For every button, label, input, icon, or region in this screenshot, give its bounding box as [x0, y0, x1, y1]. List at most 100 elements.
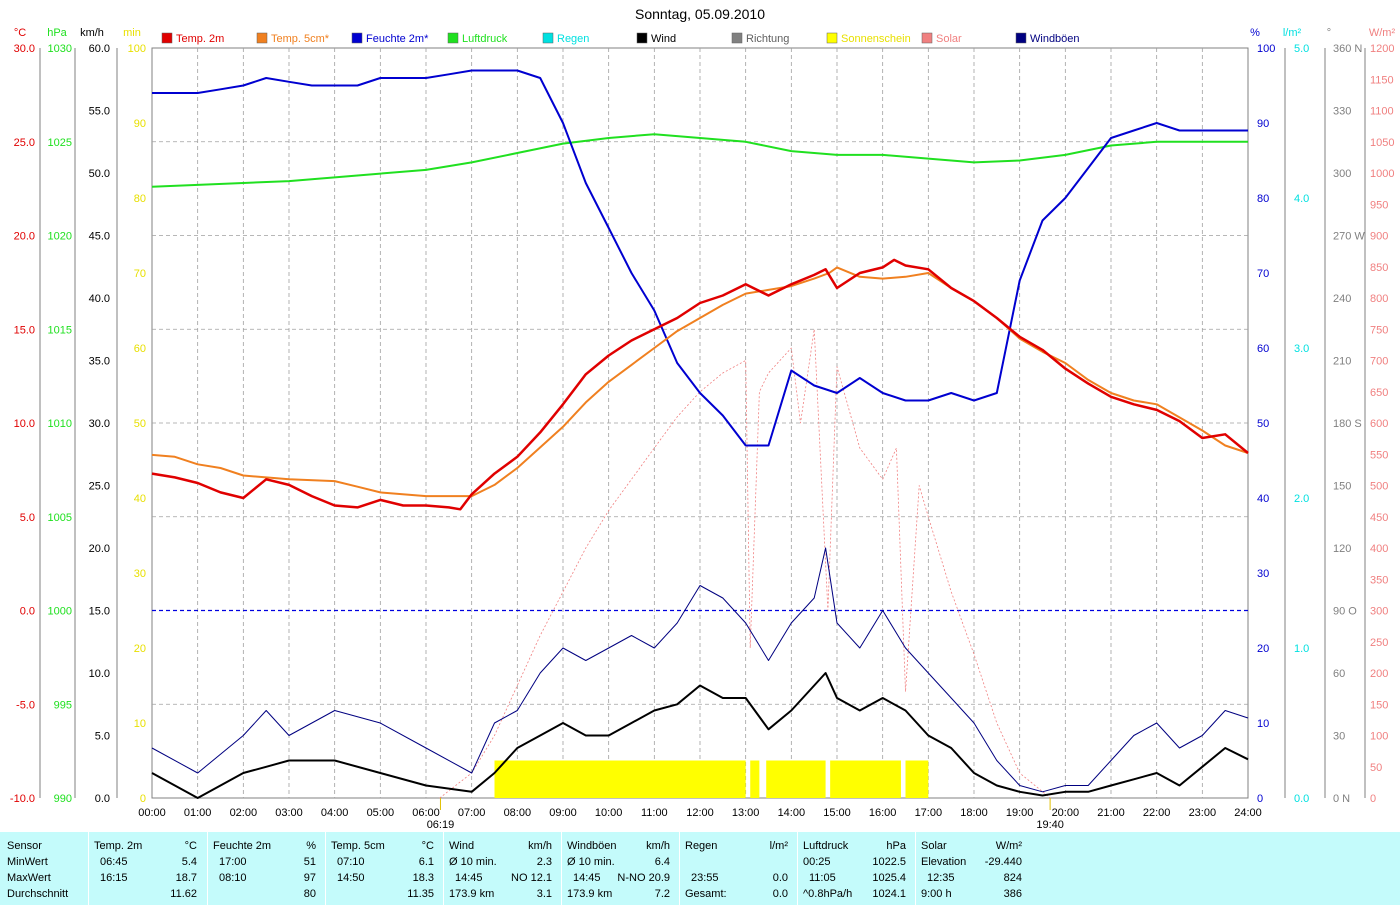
- stats-time: 16:15: [100, 872, 128, 884]
- y-tick-label: 70: [134, 268, 146, 280]
- stats-column: [88, 832, 204, 905]
- legend-label-gusts: Windböen: [1030, 33, 1080, 45]
- series: [151, 69, 1249, 799]
- x-tick-label: 04:00: [321, 807, 349, 819]
- legend-swatch-rain: [542, 32, 554, 44]
- stats-label: 14:45: [455, 872, 483, 884]
- x-tick-label: 15:00: [823, 807, 851, 819]
- legend-swatch-temp5cm: [256, 32, 268, 44]
- y-tick-label: 1010: [48, 418, 72, 430]
- series-temp2m: [151, 258, 1249, 511]
- y-tick-label: 1050: [1370, 137, 1394, 149]
- axis-unit: %: [1250, 27, 1260, 39]
- legend-swatch-pressure: [447, 32, 459, 44]
- legend-swatch-solar: [921, 32, 933, 44]
- y-tick-label: 990: [54, 793, 72, 805]
- legend: Temp. 2m Temp. 5cm* Feuchte 2m* Luftdruck Re…: [161, 32, 1080, 45]
- x-tick-label: 12:00: [686, 807, 714, 819]
- y-tick-label: 500: [1370, 481, 1388, 493]
- y-tick-label: 650: [1370, 387, 1388, 399]
- y-tick-label: 750: [1370, 324, 1388, 336]
- stats-value: 386: [1003, 888, 1022, 900]
- y-tick-label: 270 W: [1333, 231, 1365, 243]
- y-tick-label: 80: [1257, 193, 1269, 205]
- y-tick-label: 950: [1370, 199, 1388, 211]
- legend-swatch-humidity: [351, 32, 363, 44]
- stats-label: 173.9 km: [449, 888, 495, 900]
- y-tick-label: 20: [1257, 643, 1269, 655]
- x-tick-label: 00:00: [138, 807, 166, 819]
- y-tick-label: 10: [134, 718, 146, 730]
- weather-chart: 00:00 01:00 02:00 03:00 04:00 05:00 06:00 07:00…: [10, 27, 1396, 831]
- sunset-label: 19:40: [1036, 819, 1064, 831]
- y-tick-label: -10.0: [10, 793, 35, 805]
- x-tick-label: 14:00: [778, 807, 806, 819]
- stats-label: 12:35: [927, 872, 955, 884]
- stats-column: [443, 832, 559, 905]
- stats-value: 80: [303, 888, 316, 900]
- axis-unit: °C: [14, 27, 26, 39]
- stats-time: 07:10: [337, 856, 365, 868]
- stats-column: [915, 832, 1029, 905]
- axis-unit: hPa: [47, 27, 67, 39]
- y-tick-label: 150: [1333, 481, 1351, 493]
- legend-swatch-direction: [731, 32, 743, 44]
- stats-value: 6.1: [418, 856, 434, 868]
- y-tick-label: 1015: [48, 324, 72, 336]
- y-tick-label: 800: [1370, 293, 1388, 305]
- stats-header: Sensor: [7, 840, 42, 852]
- stats-column: [207, 832, 323, 905]
- stats-header: Temp. 5cm: [331, 840, 385, 852]
- legend-swatch-wind: [636, 32, 648, 44]
- y-tick-label: 0.0: [20, 606, 35, 618]
- stats-column: [797, 832, 913, 905]
- y-tick-label: 50: [1370, 762, 1382, 774]
- x-tick-label: 23:00: [1189, 807, 1217, 819]
- y-tick-label: 60: [1333, 668, 1345, 680]
- stats-value: 18.7: [175, 872, 197, 884]
- y-tick-label: 210: [1333, 356, 1351, 368]
- y-tick-label: 0.0: [1294, 793, 1309, 805]
- x-tick-label: 16:00: [869, 807, 897, 819]
- x-tick-label: 02:00: [230, 807, 258, 819]
- stats-panel: Sensor MinWert MaxWert Durchschnitt Temp. 2m…: [0, 832, 1400, 905]
- stats-value: 5.4: [181, 856, 197, 868]
- stats-row-label: MinWert: [7, 856, 48, 868]
- stats-value: 3.1: [536, 888, 552, 900]
- stats-header: Luftdruck: [803, 840, 849, 852]
- x-tick-label: 09:00: [549, 807, 577, 819]
- y-tick-label: 180 S: [1333, 418, 1362, 430]
- y-tick-label: 600: [1370, 418, 1388, 430]
- y-tick-label: 550: [1370, 449, 1388, 461]
- legend-label-humidity: Feuchte 2m*: [366, 33, 429, 45]
- stats-value: 0.0: [772, 888, 788, 900]
- y-tick-label: 25.0: [14, 137, 35, 149]
- stats-value: N-NO 20.9: [617, 872, 670, 884]
- y-tick-label: 300: [1370, 606, 1388, 618]
- y-tick-label: 450: [1370, 512, 1388, 524]
- y-tick-label: 240: [1333, 293, 1351, 305]
- y-tick-label: 100: [1257, 43, 1275, 55]
- stats-label: 00:25: [803, 856, 831, 868]
- stats-label: 11:05: [809, 872, 836, 884]
- x-tick-label: 03:00: [275, 807, 303, 819]
- stats-column: [325, 832, 441, 905]
- stats-time: 17:00: [219, 856, 247, 868]
- y-tick-label: 850: [1370, 262, 1388, 274]
- y-tick-label: 40: [1257, 493, 1269, 505]
- y-tick-label: 60: [1257, 343, 1269, 355]
- y-tick-label: 1000: [1370, 168, 1394, 180]
- sunshine-bar: [905, 760, 929, 798]
- stats-time: 06:45: [100, 856, 128, 868]
- stats-header: Wind: [449, 840, 475, 852]
- y-tick-label: 30: [1333, 731, 1345, 743]
- x-tick-label: 21:00: [1097, 807, 1125, 819]
- legend-swatch-sunshine: [826, 32, 838, 44]
- x-tick-label: 17:00: [915, 807, 943, 819]
- stats-unit: km/h: [646, 840, 670, 852]
- sunshine-bar: [766, 760, 826, 798]
- y-tick-label: 35.0: [89, 356, 110, 368]
- series-temp5cm: [151, 266, 1249, 498]
- chart-title: Sonntag, 05.09.2010: [634, 6, 765, 22]
- legend-label-temp2m: Temp. 2m: [176, 33, 224, 45]
